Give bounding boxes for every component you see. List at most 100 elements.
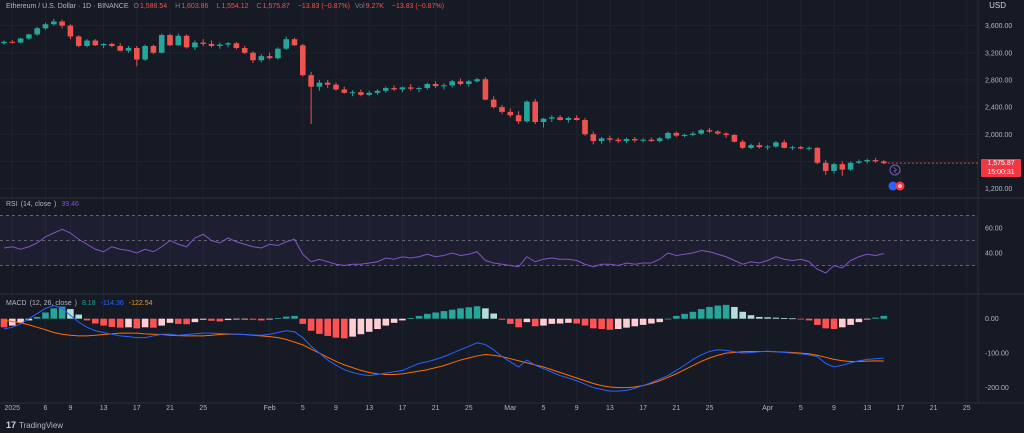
candle[interactable]	[399, 86, 406, 93]
candle[interactable]	[507, 108, 514, 118]
candle[interactable]	[549, 115, 555, 123]
candle[interactable]	[532, 98, 538, 125]
candle[interactable]	[798, 145, 804, 150]
candle[interactable]	[789, 145, 796, 150]
candle[interactable]	[366, 90, 372, 97]
candle[interactable]	[499, 105, 505, 114]
candle[interactable]	[648, 137, 655, 142]
candle[interactable]	[673, 131, 680, 137]
candle[interactable]	[241, 45, 248, 55]
candle[interactable]	[731, 134, 738, 143]
candle[interactable]	[623, 137, 630, 144]
candle[interactable]	[748, 143, 754, 150]
candle[interactable]	[715, 130, 721, 135]
candle[interactable]	[125, 45, 132, 53]
candle[interactable]	[416, 86, 422, 93]
candle[interactable]	[374, 89, 381, 95]
candle[interactable]	[51, 18, 57, 26]
candle[interactable]	[1, 40, 7, 45]
tradingview-logo[interactable]: 17 TradingView	[6, 420, 63, 430]
candle[interactable]	[167, 33, 173, 46]
candle[interactable]	[524, 100, 530, 123]
candle[interactable]	[706, 128, 713, 133]
candle[interactable]	[565, 116, 572, 123]
symbol-legend[interactable]: Ethereum / U.S. Dollar · 1D · BINANCE O1…	[6, 3, 447, 10]
us-flag-event-icon[interactable]	[888, 181, 898, 191]
candle[interactable]	[424, 82, 431, 90]
candle[interactable]	[225, 41, 231, 48]
candle[interactable]	[764, 145, 771, 150]
candle[interactable]	[134, 45, 140, 67]
event-marker-icon[interactable]	[889, 164, 901, 176]
candle[interactable]	[92, 39, 99, 46]
candle[interactable]	[192, 40, 198, 51]
candle[interactable]	[42, 22, 49, 30]
candle[interactable]	[183, 34, 190, 49]
candle[interactable]	[615, 137, 621, 144]
candle[interactable]	[466, 79, 472, 87]
candle[interactable]	[349, 90, 356, 97]
candle[interactable]	[175, 33, 182, 46]
candle[interactable]	[756, 142, 763, 149]
candle[interactable]	[258, 54, 265, 63]
candle[interactable]	[100, 43, 107, 48]
candle[interactable]	[839, 161, 846, 176]
candle[interactable]	[9, 39, 16, 44]
candle[interactable]	[142, 44, 148, 61]
candle[interactable]	[457, 78, 464, 86]
candle[interactable]	[158, 33, 165, 54]
candle[interactable]	[739, 139, 746, 150]
candle[interactable]	[150, 44, 157, 55]
candle[interactable]	[482, 77, 489, 101]
candle[interactable]	[283, 36, 289, 51]
candle[interactable]	[814, 147, 821, 165]
candle[interactable]	[474, 77, 480, 83]
candle[interactable]	[598, 136, 605, 144]
candle[interactable]	[275, 47, 281, 60]
candle[interactable]	[217, 42, 223, 49]
candle[interactable]	[582, 117, 588, 136]
candle[interactable]	[773, 141, 779, 148]
candle[interactable]	[656, 136, 663, 143]
candle[interactable]	[557, 115, 563, 121]
candle[interactable]	[632, 136, 638, 143]
candle[interactable]	[300, 43, 306, 77]
candle[interactable]	[308, 71, 314, 125]
candle[interactable]	[698, 128, 704, 135]
candle[interactable]	[341, 86, 348, 94]
candle[interactable]	[316, 79, 323, 91]
candle[interactable]	[441, 83, 447, 90]
candle[interactable]	[640, 138, 646, 143]
candle[interactable]	[449, 79, 455, 88]
candle[interactable]	[607, 135, 613, 143]
candle[interactable]	[59, 19, 65, 29]
candle[interactable]	[864, 158, 870, 164]
candle[interactable]	[665, 131, 671, 140]
candle[interactable]	[872, 158, 879, 163]
candle[interactable]	[75, 35, 82, 48]
candle[interactable]	[391, 85, 397, 91]
candle[interactable]	[291, 37, 298, 46]
candle[interactable]	[781, 139, 787, 149]
candle[interactable]	[67, 24, 74, 40]
candle[interactable]	[266, 52, 273, 60]
candle[interactable]	[432, 81, 439, 89]
rsi-legend[interactable]: RSI (14, close) 39.46	[6, 201, 79, 208]
candle[interactable]	[200, 39, 206, 46]
candle[interactable]	[681, 133, 688, 137]
candle[interactable]	[831, 162, 837, 174]
candle[interactable]	[26, 33, 32, 40]
candle[interactable]	[540, 117, 547, 128]
candle[interactable]	[407, 84, 414, 91]
candle[interactable]	[17, 37, 24, 44]
candle[interactable]	[590, 131, 597, 145]
symbol-name[interactable]: Ethereum / U.S. Dollar · 1D · BINANCE	[6, 3, 129, 10]
candle[interactable]	[822, 160, 829, 176]
candle[interactable]	[208, 40, 215, 48]
candle[interactable]	[723, 132, 729, 138]
candle[interactable]	[250, 51, 256, 63]
candle[interactable]	[84, 39, 90, 48]
candle[interactable]	[333, 82, 339, 91]
candle[interactable]	[233, 41, 240, 50]
